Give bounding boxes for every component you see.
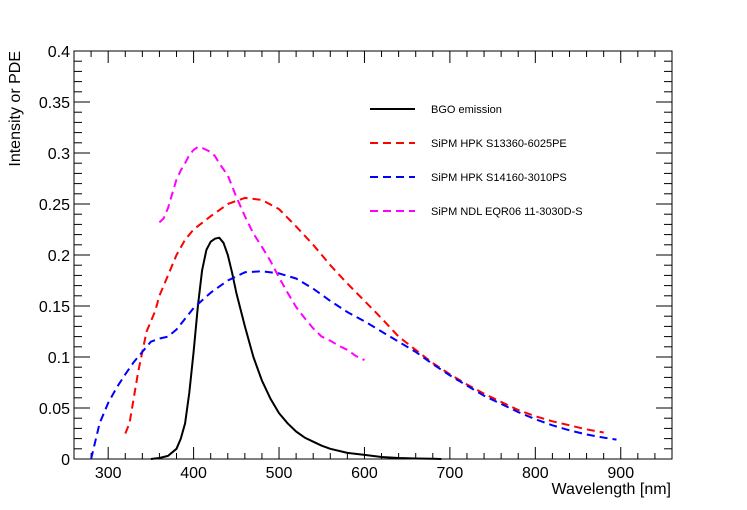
y-tick-label: 0 — [61, 452, 70, 469]
series-line-1 — [124, 196, 604, 434]
legend: BGO emission SiPM HPK S13360-6025PE SiPM H… — [370, 104, 583, 218]
x-tick-label: 300 — [95, 465, 122, 482]
legend-label-0: BGO emission — [431, 104, 502, 116]
legend-label-2: SiPM HPK S14160-3010PS — [431, 172, 567, 184]
axis-tick-labels: 300 400 500 600 700 800 900 0 0.05 0.1 0.15 0.2 0.25… — [39, 44, 634, 482]
x-tick-label: 500 — [266, 465, 293, 482]
axis-ticks — [73, 50, 673, 460]
series-layer — [90, 145, 617, 460]
y-tick-label: 0.3 — [48, 146, 70, 163]
x-axis-title: Wavelength [nm] — [552, 481, 671, 498]
series-line-2 — [90, 270, 617, 460]
legend-label-1: SiPM HPK S13360-6025PE — [431, 138, 567, 150]
y-tick-label: 0.1 — [48, 350, 70, 367]
y-tick-label: 0.15 — [39, 299, 70, 316]
series-line-0 — [150, 236, 442, 460]
y-tick-label: 0.05 — [39, 401, 70, 418]
y-axis-title: Intensity or PDE — [7, 51, 24, 167]
y-tick-label: 0.4 — [48, 44, 70, 61]
x-tick-label: 700 — [437, 465, 464, 482]
y-tick-label: 0.25 — [39, 197, 70, 214]
series-line-3 — [158, 145, 365, 362]
x-tick-label: 600 — [351, 465, 378, 482]
x-tick-label: 400 — [180, 465, 207, 482]
plot-frame — [73, 50, 673, 460]
y-tick-label: 0.2 — [48, 248, 70, 265]
x-tick-label: 800 — [522, 465, 549, 482]
y-tick-label: 0.35 — [39, 95, 70, 112]
legend-label-3: SiPM NDL EQR06 11-3030D-S — [431, 206, 583, 218]
x-tick-label: 900 — [607, 465, 634, 482]
